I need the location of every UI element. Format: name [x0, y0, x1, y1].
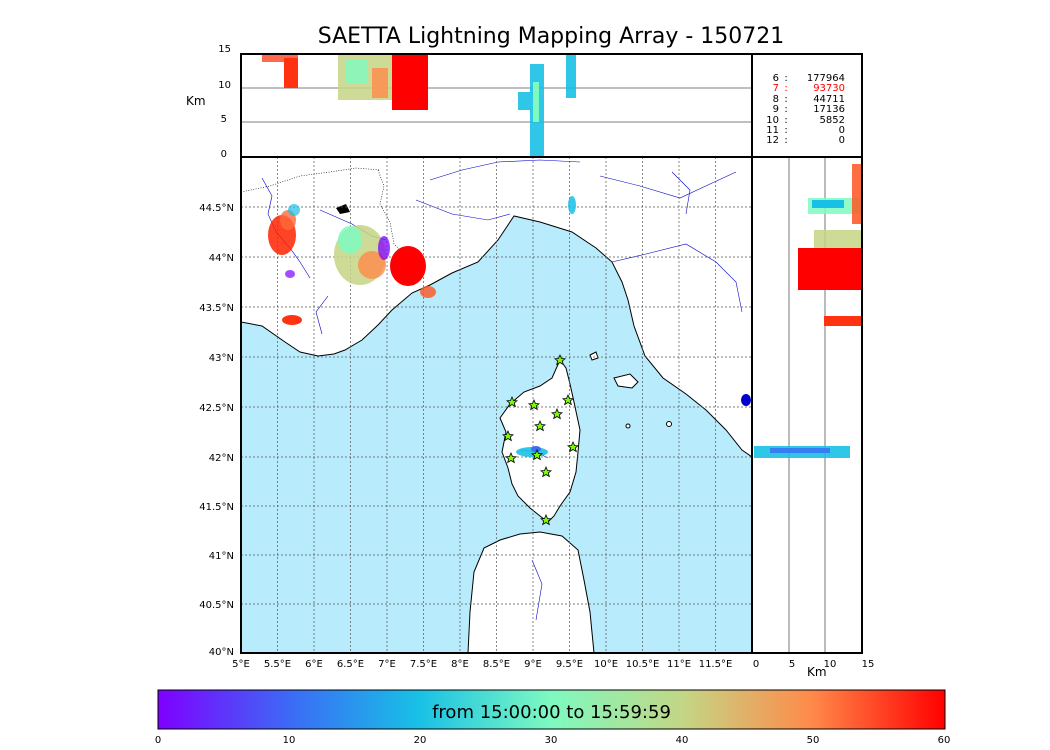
altitude-ytick-0: 0 — [221, 149, 227, 160]
lon-tick-8: 8°E — [451, 659, 469, 670]
station-level: 7 — [772, 83, 779, 95]
colorbar-tick-40: 40 — [676, 735, 689, 746]
map-panel — [241, 157, 752, 653]
station-count-row: 11: 0 — [757, 125, 857, 137]
station-count: 93730 — [813, 83, 845, 95]
lat-tick-44: 44°N — [209, 253, 234, 264]
station-level: 9 — [772, 104, 779, 116]
side-altitude-panel — [752, 157, 862, 653]
altitude-panel — [241, 54, 752, 157]
side-xtick-10: 10 — [824, 659, 837, 670]
page-title: SAETTA Lightning Mapping Array - 150721 — [317, 24, 785, 49]
lightning-clusters-altitude — [262, 54, 576, 156]
station-level: 10 — [766, 114, 779, 126]
colorbar-tick-50: 50 — [807, 735, 820, 746]
station-level: 12 — [766, 135, 779, 147]
station-count-row: 9: 17136 — [757, 104, 857, 116]
side-xlabel: Km — [807, 665, 827, 679]
altitude-ytick-15: 15 — [218, 44, 231, 55]
sardinia-island — [467, 531, 595, 653]
side-xtick-5: 5 — [789, 659, 795, 670]
lat-tick-40-5: 40.5°N — [199, 600, 234, 611]
lon-tick-10-5: 10.5°E — [626, 659, 660, 670]
lon-tick-11-5: 11.5°E — [699, 659, 733, 670]
lon-tick-6: 6°E — [305, 659, 323, 670]
station-count-table: 6: 177964 7: 93730 8: 44711 9: 17136 10: 5852 11: 0… — [757, 73, 857, 147]
colorbar-tick-20: 20 — [414, 735, 427, 746]
station-separator: : — [784, 135, 788, 147]
station-level: 11 — [766, 125, 779, 137]
lma-stations — [501, 353, 580, 526]
altitude-ytick-10: 10 — [218, 80, 231, 91]
station-count: 44711 — [813, 93, 845, 105]
station-separator: : — [784, 83, 788, 95]
station-count-row: 7: 93730 — [757, 83, 857, 95]
lon-tick-5: 5°E — [232, 659, 250, 670]
lat-tick-40: 40°N — [209, 647, 234, 658]
lat-tick-43-5: 43.5°N — [199, 303, 234, 314]
station-level: 6 — [772, 73, 779, 84]
lon-tick-7-5: 7.5°E — [410, 659, 437, 670]
lat-tick-44-5: 44.5°N — [199, 203, 234, 214]
lon-tick-5-5: 5.5°E — [264, 659, 291, 670]
lat-tick-42: 42°N — [209, 453, 234, 464]
colorbar-label: from 15:00:00 to 15:59:59 — [432, 702, 671, 723]
colorbar-tick-30: 30 — [545, 735, 558, 746]
lightning-clusters-side — [754, 164, 862, 458]
station-count: 0 — [838, 135, 845, 147]
station-separator: : — [784, 104, 788, 116]
station-count: 0 — [838, 125, 845, 137]
lon-tick-9-5: 9.5°E — [556, 659, 583, 670]
side-xtick-15: 15 — [862, 659, 875, 670]
lat-tick-41: 41°N — [209, 551, 234, 562]
side-edge-marker — [741, 394, 751, 406]
station-separator: : — [784, 93, 788, 105]
station-separator: : — [784, 114, 788, 126]
station-count: 5852 — [819, 114, 845, 126]
station-count: 177964 — [806, 73, 845, 84]
lon-tick-8-5: 8.5°E — [483, 659, 510, 670]
station-count-row: 12: 0 — [757, 135, 857, 147]
lat-tick-42-5: 42.5°N — [199, 403, 234, 414]
lon-tick-11: 11°E — [667, 659, 691, 670]
lat-tick-41-5: 41.5°N — [199, 502, 234, 513]
lon-tick-10: 10°E — [594, 659, 618, 670]
station-separator: : — [784, 125, 788, 137]
station-count-row: 8: 44711 — [757, 93, 857, 105]
station-separator: : — [784, 73, 788, 84]
station-level: 8 — [772, 93, 779, 105]
lon-tick-7: 7°E — [378, 659, 396, 670]
altitude-ylabel: Km — [186, 94, 206, 108]
lon-tick-9: 9°E — [524, 659, 542, 670]
lon-tick-6-5: 6.5°E — [337, 659, 364, 670]
station-count-row: 10: 5852 — [757, 114, 857, 126]
colorbar-tick-60: 60 — [938, 735, 951, 746]
station-count-row: 6: 177964 — [757, 73, 857, 84]
side-xtick-0: 0 — [753, 659, 759, 670]
colorbar — [157, 689, 946, 730]
colorbar-tick-10: 10 — [283, 735, 296, 746]
colorbar-tick-0: 0 — [155, 735, 161, 746]
altitude-ytick-5: 5 — [221, 114, 227, 125]
lightning-clusters-map — [268, 196, 576, 457]
station-count: 17136 — [813, 104, 845, 116]
lat-tick-43: 43°N — [209, 353, 234, 364]
